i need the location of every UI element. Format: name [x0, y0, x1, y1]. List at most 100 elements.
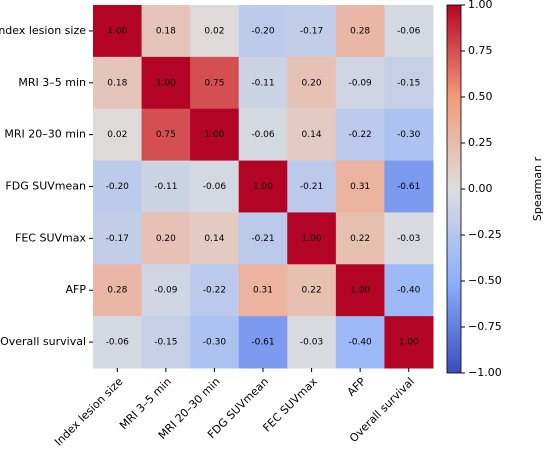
cell-label: -0.11: [154, 182, 177, 192]
cell-label: -0.17: [300, 26, 323, 36]
heatmap-cell: [93, 160, 143, 213]
cell-label: 0.31: [350, 182, 370, 192]
colorbar-tick-label: 0.75: [468, 44, 493, 57]
cell-label: 0.02: [204, 26, 224, 36]
heatmap-cell: [93, 264, 143, 317]
heatmap-cell: [335, 316, 385, 369]
heatmap-cell: [335, 56, 385, 110]
cell-label: 1.00: [156, 78, 176, 88]
heatmap-cell: [93, 56, 143, 110]
cell-label: -0.15: [397, 78, 420, 88]
cell-label: 0.31: [253, 286, 273, 296]
heatmap-cell: [238, 5, 288, 58]
cell-label: 0.18: [107, 78, 127, 88]
heatmap-cell: [335, 160, 385, 213]
cell-label: 0.14: [204, 234, 224, 244]
heatmap-cell: [190, 108, 240, 162]
cell-label: 0.20: [156, 234, 176, 244]
cell-label: 0.28: [350, 26, 370, 36]
cell-label: -0.03: [397, 234, 420, 244]
heatmap-cell: [141, 56, 191, 110]
heatmap-cell: [238, 108, 288, 162]
heatmap-cell: [287, 316, 337, 369]
heatmap-cell: [190, 160, 240, 213]
y-tick-label: Overall survival: [0, 335, 86, 348]
heatmap-cell: [141, 264, 191, 317]
x-tick-label: AFP: [345, 375, 369, 399]
y-tick-label: Index lesion size: [0, 24, 86, 37]
heatmap-cell: [141, 5, 191, 58]
heatmap-cell: [384, 212, 434, 265]
heatmap-cell: [287, 160, 337, 213]
heatmap-cell: [93, 316, 143, 369]
colorbar-tick-label: 0.50: [468, 90, 493, 103]
heatmap-cell: [287, 56, 337, 110]
heatmap-cell: [335, 264, 385, 317]
heatmap-cell: [141, 316, 191, 369]
cell-label: 0.75: [204, 78, 224, 88]
heatmap-cell: [190, 56, 240, 110]
heatmap-cell: [238, 264, 288, 317]
heatmap-cell: [287, 108, 337, 162]
colorbar-tick-label: −0.75: [468, 320, 502, 333]
cell-label: -0.30: [203, 338, 227, 348]
cell-label: -0.61: [397, 182, 420, 192]
cell-label: -0.06: [251, 130, 275, 140]
heatmap-cell: [141, 108, 191, 162]
cell-label: -0.22: [203, 286, 226, 296]
cell-label: -0.03: [300, 338, 323, 348]
cell-label: -0.06: [203, 182, 227, 192]
heatmap-cell: [384, 5, 434, 58]
heatmap-cell: [384, 108, 434, 162]
heatmap-cell: [238, 316, 288, 369]
heatmap-cell: [93, 5, 143, 58]
cell-label: -0.09: [154, 286, 178, 296]
cell-label: 1.00: [302, 234, 322, 244]
cell-label: -0.11: [251, 78, 274, 88]
heatmap-cell: [190, 264, 240, 317]
heatmap-cell: [93, 108, 143, 162]
colorbar-label: Spearman r: [531, 156, 544, 221]
colorbar-tick-label: −1.00: [468, 366, 502, 379]
cell-label: -0.40: [397, 286, 421, 296]
cell-label: 1.00: [399, 338, 419, 348]
cell-label: 1.00: [253, 182, 273, 192]
colorbar-tick-label: −0.25: [468, 228, 502, 241]
cell-label: -0.61: [251, 338, 274, 348]
y-tick-label: FDG SUVmean: [5, 180, 86, 193]
cell-label: 0.22: [350, 234, 370, 244]
cell-label: 1.00: [107, 26, 127, 36]
cell-label: 0.18: [156, 26, 176, 36]
cell-label: -0.30: [397, 130, 421, 140]
cell-label: -0.22: [348, 130, 371, 140]
heatmap-cell: [384, 160, 434, 213]
cell-label: 0.28: [107, 286, 127, 296]
cell-label: 0.75: [156, 130, 176, 140]
cell-label: -0.21: [300, 182, 323, 192]
cell-label: 0.20: [302, 78, 322, 88]
heatmap-cell: [335, 5, 385, 58]
heatmap-cell: [335, 212, 385, 265]
cell-label: -0.21: [251, 234, 274, 244]
colorbar-tick-label: 0.25: [468, 136, 493, 149]
colorbar-tick-label: 0.00: [468, 182, 493, 195]
heatmap-cell: [190, 212, 240, 265]
colorbar: [446, 4, 462, 374]
cell-label: -0.40: [348, 338, 372, 348]
cell-label: -0.20: [251, 26, 275, 36]
cell-label: -0.09: [348, 78, 372, 88]
cell-label: 0.02: [107, 130, 127, 140]
heatmap-cell: [287, 264, 337, 317]
cell-label: 0.14: [302, 130, 322, 140]
cell-label: 1.00: [350, 286, 370, 296]
cell-label: -0.20: [106, 182, 130, 192]
heatmap-cell: [335, 108, 385, 162]
colorbar-tick-label: 1.00: [468, 0, 493, 11]
heatmap-cell: [384, 264, 434, 317]
heatmap-cell: [190, 316, 240, 369]
cell-label: -0.06: [106, 338, 130, 348]
heatmap-cell: [238, 212, 288, 265]
y-tick-label: FEC SUVmax: [15, 231, 86, 244]
colorbar-tick-label: −0.50: [468, 274, 502, 287]
